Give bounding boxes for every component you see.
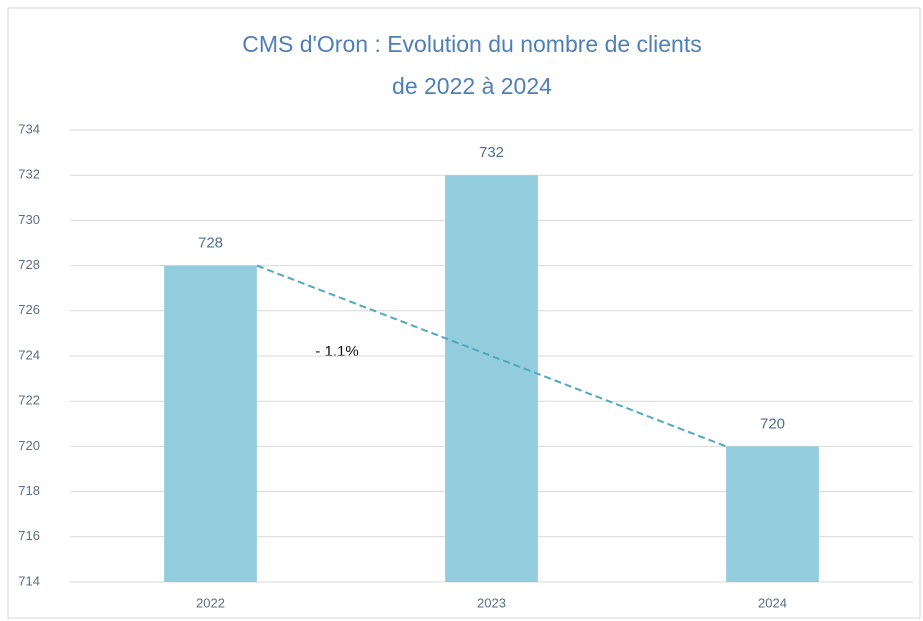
y-tick-label: 718 <box>18 483 40 498</box>
x-tick-label: 2022 <box>196 595 225 610</box>
y-tick-label: 722 <box>18 393 40 408</box>
x-tick-label: 2024 <box>758 595 787 610</box>
y-tick-label: 714 <box>18 573 40 588</box>
y-tick-label: 732 <box>18 167 40 182</box>
y-tick-label: 724 <box>18 347 40 362</box>
y-tick-label: 734 <box>18 121 40 136</box>
y-tick-label: 726 <box>18 302 40 317</box>
x-tick-label: 2023 <box>477 595 506 610</box>
value-label: 732 <box>479 144 504 161</box>
chart-title: de 2022 à 2024 <box>392 73 552 99</box>
trend-line <box>256 264 727 448</box>
value-label: 728 <box>198 235 223 252</box>
y-tick-label: 720 <box>18 438 40 453</box>
bar <box>164 265 257 582</box>
bar <box>445 175 538 582</box>
chart-title: CMS d'Oron : Evolution du nombre de clie… <box>242 31 702 57</box>
y-tick-label: 728 <box>18 257 40 272</box>
bar <box>726 446 819 582</box>
y-tick-label: 730 <box>18 212 40 227</box>
annotation: - 1.1% <box>315 343 358 360</box>
y-tick-label: 716 <box>18 528 40 543</box>
value-label: 720 <box>760 415 785 432</box>
